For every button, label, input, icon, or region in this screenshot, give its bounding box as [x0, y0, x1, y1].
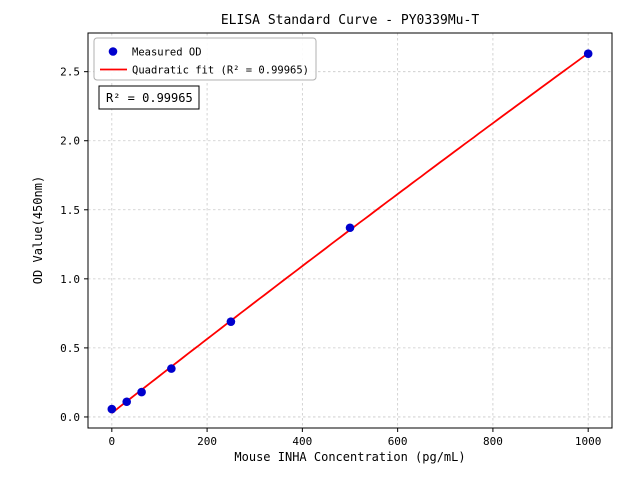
r-squared-annotation-box — [98, 85, 200, 110]
x-axis-label: Mouse INHA Concentration (pg/mL) — [234, 450, 465, 464]
svg-text:1.0: 1.0 — [60, 273, 80, 286]
legend-box — [93, 37, 317, 81]
svg-text:0.5: 0.5 — [60, 342, 80, 355]
svg-text:600: 600 — [388, 435, 408, 448]
svg-text:0: 0 — [109, 435, 116, 448]
svg-text:1000: 1000 — [575, 435, 602, 448]
svg-text:2.5: 2.5 — [60, 66, 80, 79]
plot-area: 0 200 400 600 800 1000 0.0 0.5 1.0 1.5 2.0 2.5 — [60, 32, 613, 448]
svg-text:200: 200 — [197, 435, 217, 448]
svg-text:400: 400 — [292, 435, 312, 448]
legend-marker-measured-od-icon — [108, 47, 118, 56]
svg-text:1.5: 1.5 — [60, 204, 80, 217]
svg-text:800: 800 — [483, 435, 503, 448]
svg-text:2.0: 2.0 — [60, 135, 80, 148]
r-squared-annotation: R² = 0.99965 — [98, 85, 200, 110]
svg-text:0.0: 0.0 — [60, 411, 80, 424]
legend: Measured OD Quadratic fit (R² = 0.99965) — [93, 37, 317, 81]
legend-label-measured-od: Measured OD — [132, 47, 202, 59]
legend-label-quadratic-fit: Quadratic fit (R² = 0.99965) — [132, 65, 309, 77]
chart-title: ELISA Standard Curve - PY0339Mu-T — [221, 13, 479, 28]
r-squared-annotation-text: R² = 0.99965 — [106, 91, 193, 105]
y-axis-label: OD Value(450nm) — [31, 176, 45, 284]
